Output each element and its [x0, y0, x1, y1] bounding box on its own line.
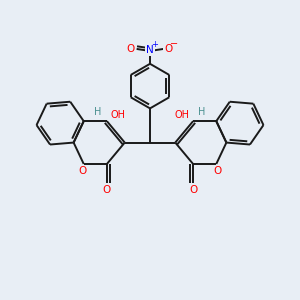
Text: OH: OH — [174, 110, 189, 120]
Text: O: O — [164, 44, 172, 54]
Text: H: H — [94, 107, 102, 117]
Text: OH: OH — [111, 110, 126, 120]
Text: O: O — [103, 185, 111, 195]
Text: N: N — [146, 45, 154, 56]
Text: −: − — [170, 39, 178, 49]
Text: O: O — [214, 166, 222, 176]
Text: O: O — [189, 185, 197, 195]
Text: +: + — [152, 40, 158, 49]
Text: O: O — [78, 166, 86, 176]
Text: O: O — [127, 44, 135, 54]
Text: H: H — [198, 107, 206, 117]
